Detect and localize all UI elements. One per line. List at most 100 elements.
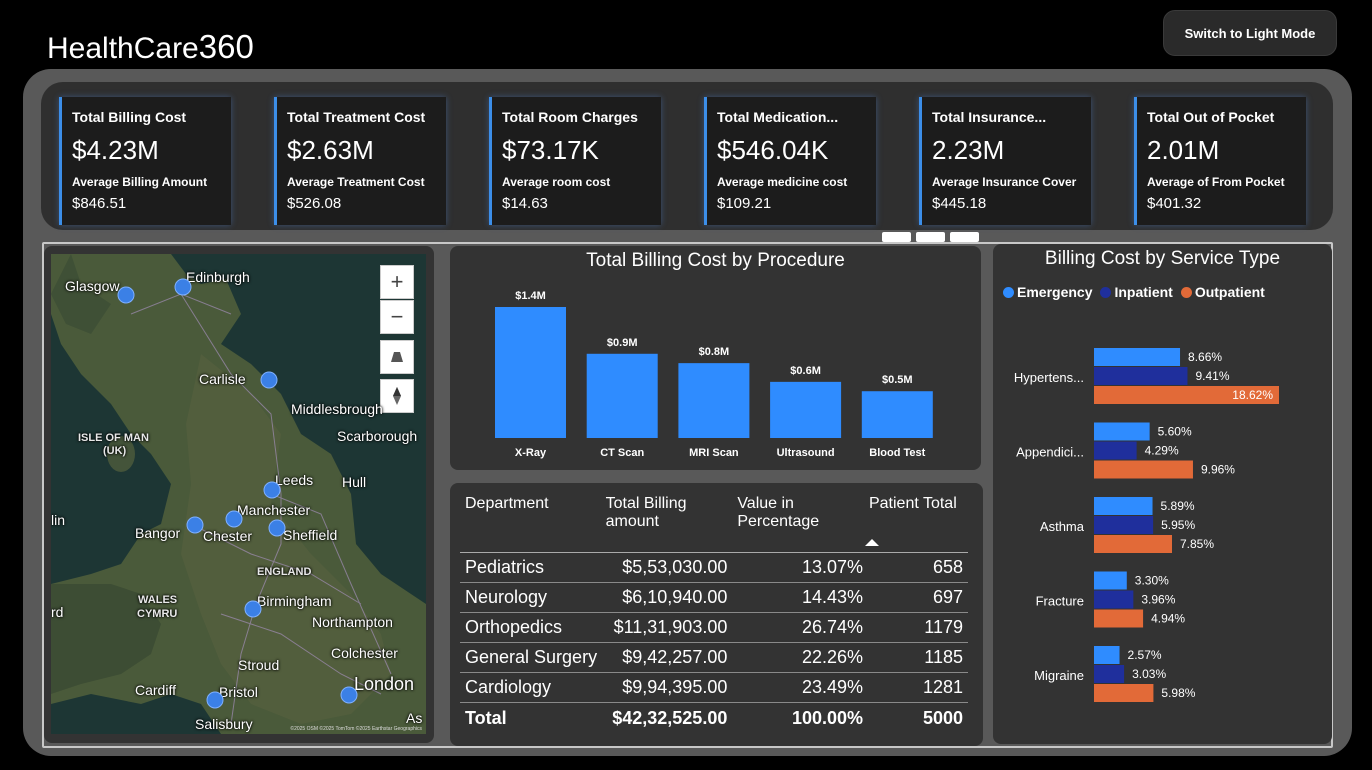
place-edinburgh: Edinburgh (186, 269, 250, 285)
cell-department: Orthopedics (465, 617, 563, 637)
legend-item-emergency[interactable]: Emergency (1003, 284, 1092, 300)
kpi-card[interactable]: Total Billing Cost $4.23M Average Billing … (59, 97, 231, 225)
cell-patients: 1281 (922, 677, 963, 697)
kpi-card[interactable]: Total Insurance... 2.23M Average Insurance… (919, 97, 1091, 225)
map-pin-bangor[interactable] (186, 516, 204, 534)
procedure-bar[interactable] (678, 363, 750, 438)
kpi-sub-label: Average Insurance Cover (932, 175, 1077, 189)
place-scarborough: Scarborough (337, 428, 418, 444)
service-bar-emergency[interactable] (1094, 497, 1153, 515)
service-bar-inpatient[interactable] (1094, 516, 1154, 534)
kpi-sub-value: $445.18 (932, 195, 987, 212)
service-bar-outpatient[interactable] (1094, 609, 1144, 628)
procedure-bar[interactable] (770, 381, 842, 438)
map-pin-sheffield[interactable] (268, 519, 286, 537)
kpi-card[interactable]: Total Out of Pocket 2.01M Average of From … (1134, 97, 1306, 225)
kpi-card[interactable]: Total Room Charges $73.17K Average room co… (489, 97, 661, 225)
col-header-billing-line2: amount (605, 513, 659, 530)
map-tilt-button[interactable] (380, 340, 414, 374)
kpi-label: Total Billing Cost (72, 109, 187, 125)
cell-billing: $9,94,395.00 (622, 677, 728, 697)
table-row[interactable]: Orthopedics $11,31,903.00 26.74% 1179 (460, 613, 968, 643)
col-header-pct-line2: Percentage (737, 513, 820, 530)
service-bar-outpatient[interactable] (1094, 460, 1193, 479)
kpi-value: $73.17K (502, 135, 599, 165)
place-london: London (354, 674, 415, 694)
map-pin-carlisle[interactable] (260, 371, 278, 389)
service-data-label: 3.30% (1135, 574, 1169, 588)
service-bar-inpatient[interactable] (1094, 665, 1125, 683)
place-colchester: Colchester (331, 645, 398, 661)
place-northampton: Northampton (312, 614, 393, 630)
kpi-card[interactable]: Total Treatment Cost $2.63M Average Treatm… (274, 97, 446, 225)
kpi-sub-label: Average Treatment Cost (287, 175, 425, 189)
kpi-sub-value: $109.21 (717, 195, 772, 212)
procedure-chart-title: Total Billing Cost by Procedure (586, 250, 845, 271)
place-lin: lin (51, 512, 66, 528)
service-bar-emergency[interactable] (1094, 422, 1150, 441)
service-category-label: Asthma (1040, 519, 1085, 534)
legend-label: Emergency (1017, 284, 1093, 300)
procedure-category-label: X-Ray (515, 447, 547, 459)
place-as: As (406, 710, 423, 726)
place-middlesbrough: Middlesbrough (291, 401, 383, 417)
procedure-data-label: $0.9M (607, 337, 638, 349)
cell-billing: $6,10,940.00 (622, 587, 728, 607)
map-terrain (51, 254, 426, 734)
col-header-percentage[interactable]: Value in Percentage (727, 495, 863, 552)
service-data-label: 3.03% (1132, 667, 1166, 681)
map-pin-edinburgh[interactable] (174, 278, 192, 296)
procedure-bar[interactable] (586, 353, 658, 438)
place-wales: WALES (138, 594, 178, 606)
kpi-sub-label: Average Billing Amount (72, 175, 208, 189)
map-pin-london[interactable] (340, 686, 358, 704)
page-navigator[interactable] (882, 232, 979, 242)
col-header-billing[interactable]: Total Billing amount (599, 495, 728, 552)
map-pin-birmingham[interactable] (244, 600, 262, 618)
uk-map[interactable]: + − Glasgow Edinburgh Carlisle Middlesbr… (51, 254, 426, 734)
service-bar-outpatient[interactable] (1094, 535, 1172, 553)
app-title: HealthCare360 (47, 28, 254, 66)
legend-label: Inpatient (1114, 284, 1173, 300)
kpi-label: Total Room Charges (502, 109, 638, 125)
service-bar-emergency[interactable] (1094, 571, 1127, 590)
service-bar-inpatient[interactable] (1094, 367, 1188, 385)
service-bar-emergency[interactable] (1094, 348, 1181, 366)
service-bar-inpatient[interactable] (1094, 590, 1134, 609)
map-compass-button[interactable] (380, 379, 414, 413)
cell-percentage: 26.74% (801, 617, 863, 637)
table-row[interactable]: Neurology $6,10,940.00 14.43% 697 (460, 583, 968, 613)
map-pin-manchester[interactable] (225, 510, 243, 528)
place-carlisle: Carlisle (199, 371, 246, 387)
map-pin-leeds[interactable] (263, 481, 281, 499)
table-row[interactable]: Cardiology $9,94,395.00 23.49% 1281 (460, 673, 968, 703)
service-bar-inpatient[interactable] (1094, 441, 1137, 460)
procedure-category-label: MRI Scan (689, 447, 739, 459)
page-dot-1[interactable] (882, 232, 911, 242)
kpi-card[interactable]: Total Medication... $546.04K Average medic… (704, 97, 876, 225)
map-zoom-in-button[interactable]: + (380, 265, 414, 299)
kpi-value: $546.04K (717, 135, 829, 165)
procedure-bar[interactable] (861, 391, 933, 438)
department-table: Department Total Billing amount Value in P… (460, 495, 968, 733)
col-header-patients[interactable]: Patient Total (868, 495, 957, 512)
page-dot-2[interactable] (916, 232, 945, 242)
table-row[interactable]: Pediatrics $5,53,030.00 13.07% 658 (460, 553, 968, 583)
map-zoom-out-button[interactable]: − (380, 300, 414, 334)
map-pin-bristol[interactable] (206, 691, 224, 709)
col-header-department[interactable]: Department (465, 495, 549, 512)
page-dot-3[interactable] (950, 232, 979, 242)
map-pin-glasgow[interactable] (117, 286, 135, 304)
table-row[interactable]: General Surgery $9,42,257.00 22.26% 1185 (460, 643, 968, 673)
sort-ascending-icon[interactable] (865, 539, 879, 546)
legend-item-inpatient[interactable]: Inpatient (1100, 284, 1173, 300)
cell-total-patients: 5000 (922, 707, 963, 728)
procedure-bar[interactable] (495, 307, 566, 438)
legend-item-outpatient[interactable]: Outpatient (1180, 284, 1265, 300)
app-title-main: HealthCare (47, 32, 199, 65)
switch-theme-button[interactable]: Switch to Light Mode (1163, 10, 1337, 56)
service-bar-outpatient[interactable] (1094, 684, 1154, 702)
service-bar-emergency[interactable] (1094, 646, 1120, 664)
cell-total-label: Total (465, 707, 507, 728)
service-bar-outpatient[interactable] (1094, 386, 1279, 404)
